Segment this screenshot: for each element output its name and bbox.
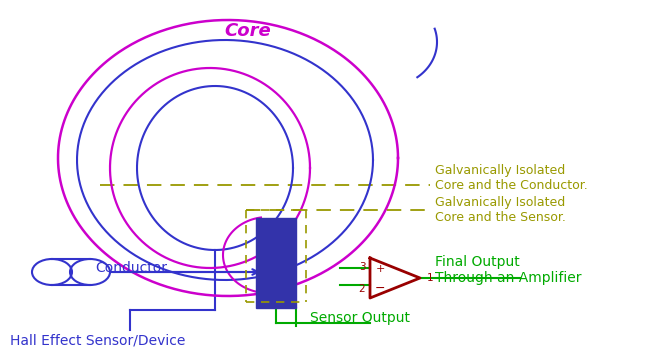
- Text: Conductor: Conductor: [95, 261, 167, 275]
- Text: 1: 1: [426, 273, 434, 283]
- Text: Galvanically Isolated
Core and the Conductor.: Galvanically Isolated Core and the Condu…: [435, 164, 588, 192]
- Text: Core: Core: [225, 22, 272, 40]
- Text: Galvanically Isolated
Core and the Sensor.: Galvanically Isolated Core and the Senso…: [435, 196, 566, 224]
- Text: −: −: [375, 281, 385, 295]
- Text: Sensor Output: Sensor Output: [310, 311, 410, 325]
- Text: Final Output
Through an Amplifier: Final Output Through an Amplifier: [435, 255, 582, 285]
- Text: 2: 2: [359, 284, 365, 294]
- Text: +: +: [375, 264, 385, 274]
- Bar: [256, 218, 296, 308]
- Text: Hall Effect Sensor/Device: Hall Effect Sensor/Device: [10, 333, 185, 347]
- Text: 3: 3: [359, 262, 365, 272]
